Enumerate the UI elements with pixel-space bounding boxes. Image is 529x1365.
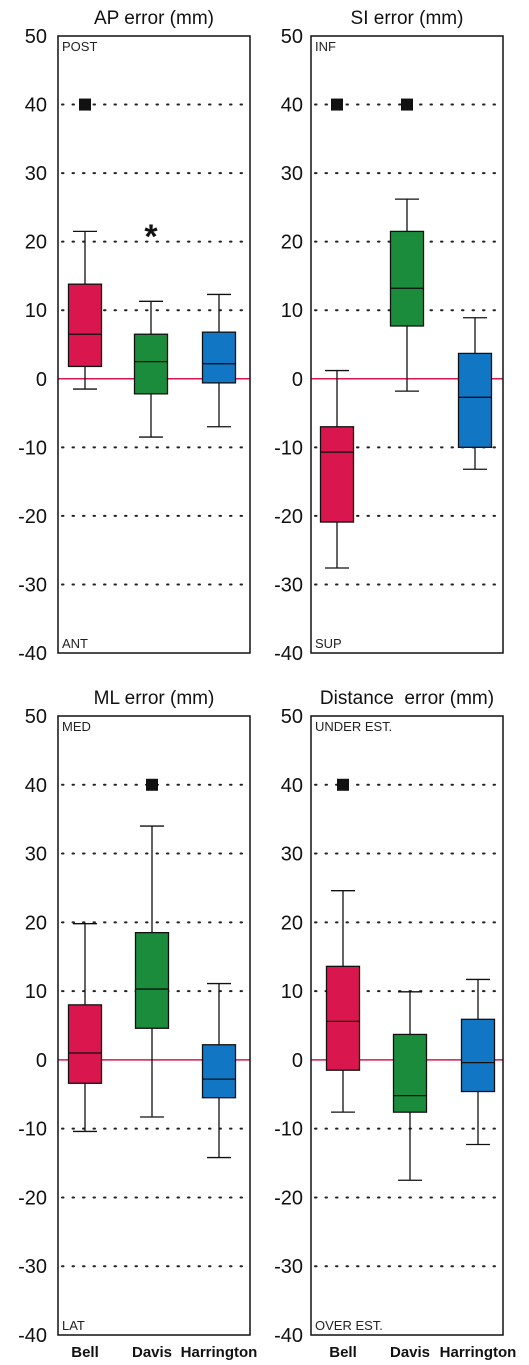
iqr-box — [133, 333, 169, 395]
iqr-box — [201, 331, 237, 384]
box-davis — [389, 98, 425, 392]
y-tick-label: -20 — [18, 1187, 47, 1209]
category-label: Bell — [329, 1344, 357, 1361]
box-bell — [325, 778, 361, 1113]
y-tick-label: 0 — [292, 1050, 303, 1072]
y-tick-label: 10 — [281, 981, 303, 1003]
category-label: Harrington — [181, 1344, 258, 1361]
y-tick-label: -20 — [274, 506, 303, 528]
y-tick-label: 50 — [25, 706, 47, 728]
bottom-corner-label: OVER EST. — [315, 1318, 383, 1333]
top-corner-label: POST — [62, 39, 97, 54]
panel-3: ML error (mm) -40 -30 -20 -10 0 10 20 30 40 50 MED L… — [18, 688, 257, 1361]
bottom-corner-label: SUP — [315, 636, 342, 651]
y-tick-label: -10 — [18, 1119, 47, 1141]
y-tick-label: -10 — [18, 437, 47, 459]
outlier-marker — [79, 98, 91, 111]
y-tick-label: -20 — [274, 1187, 303, 1209]
plot-frame — [57, 35, 251, 654]
y-tick-label: 20 — [281, 912, 303, 934]
category-label: Bell — [71, 1344, 99, 1361]
panel-1: AP error (mm) -40 -30 -20 -10 0 10 20 30 40 50 POST… — [18, 8, 251, 665]
y-tick-label: 50 — [281, 706, 303, 728]
y-tick-label: 20 — [25, 232, 47, 254]
y-tick-label: 40 — [25, 95, 47, 117]
y-tick-label: 40 — [281, 775, 303, 797]
panel-title: ML error (mm) — [94, 688, 215, 709]
panel-2: SI error (mm) -40 -30 -20 -10 0 10 20 30 40 50 INF S… — [274, 8, 504, 665]
plot-frame — [310, 715, 504, 1336]
box-harrington — [460, 978, 496, 1146]
iqr-box — [389, 230, 425, 327]
panel-4: Distance error (mm) -40 -30 -20 -10 0 10 20 30 40… — [274, 688, 516, 1361]
y-tick-label: 30 — [281, 163, 303, 185]
box-davis — [133, 300, 169, 438]
panel-title: SI error (mm) — [351, 8, 464, 29]
iqr-box — [201, 1044, 237, 1099]
y-tick-label: -40 — [274, 1325, 303, 1347]
top-corner-label: UNDER EST. — [315, 719, 392, 734]
outlier-marker — [337, 778, 349, 791]
box-bell — [319, 98, 355, 569]
y-tick-label: -40 — [18, 643, 47, 665]
y-tick-label: 30 — [25, 844, 47, 866]
y-tick-label: 0 — [36, 1050, 47, 1072]
y-tick-label: 0 — [36, 369, 47, 391]
box-davis — [392, 991, 428, 1181]
panel-title: AP error (mm) — [94, 8, 214, 29]
plot-frame — [310, 35, 504, 654]
y-tick-label: -40 — [274, 643, 303, 665]
y-tick-label: -30 — [274, 574, 303, 596]
top-corner-label: MED — [62, 719, 91, 734]
outlier-marker — [146, 778, 158, 791]
iqr-box — [457, 352, 493, 448]
outlier-marker — [331, 98, 343, 111]
iqr-box — [134, 932, 170, 1029]
iqr-box — [67, 283, 103, 368]
y-tick-label: -10 — [274, 437, 303, 459]
y-tick-label: 50 — [25, 26, 47, 48]
box-bell — [67, 98, 103, 390]
y-tick-label: 40 — [25, 775, 47, 797]
y-tick-label: -30 — [18, 574, 47, 596]
y-tick-label: 30 — [281, 844, 303, 866]
y-tick-label: 10 — [25, 300, 47, 322]
box-harrington — [201, 982, 237, 1159]
category-label: Harrington — [440, 1344, 517, 1361]
box-harrington — [457, 317, 493, 470]
y-tick-label: -40 — [18, 1325, 47, 1347]
iqr-box — [319, 426, 355, 523]
y-tick-label: 0 — [292, 369, 303, 391]
y-tick-label: -10 — [274, 1119, 303, 1141]
category-label: Davis — [390, 1344, 430, 1361]
y-tick-label: 20 — [25, 912, 47, 934]
y-tick-label: 10 — [25, 981, 47, 1003]
y-tick-label: 30 — [25, 163, 47, 185]
bottom-corner-label: LAT — [62, 1318, 85, 1333]
panel-title: Distance error (mm) — [320, 688, 494, 709]
y-tick-label: 50 — [281, 26, 303, 48]
category-label: Davis — [132, 1344, 172, 1361]
y-tick-label: -20 — [18, 506, 47, 528]
plot-frame — [57, 715, 251, 1336]
iqr-box — [392, 1033, 428, 1113]
box-harrington — [201, 293, 237, 428]
box-bell — [67, 923, 103, 1133]
y-tick-label: 40 — [281, 95, 303, 117]
outlier-marker — [401, 98, 413, 111]
iqr-box — [325, 965, 361, 1071]
y-tick-label: -30 — [18, 1256, 47, 1278]
box-davis — [134, 778, 170, 1118]
y-tick-label: 10 — [281, 300, 303, 322]
significance-asterisk: * — [144, 218, 158, 256]
bottom-corner-label: ANT — [62, 636, 88, 651]
y-tick-label: -30 — [274, 1256, 303, 1278]
iqr-box — [460, 1018, 496, 1093]
iqr-box — [67, 1004, 103, 1084]
y-tick-label: 20 — [281, 232, 303, 254]
top-corner-label: INF — [315, 39, 336, 54]
